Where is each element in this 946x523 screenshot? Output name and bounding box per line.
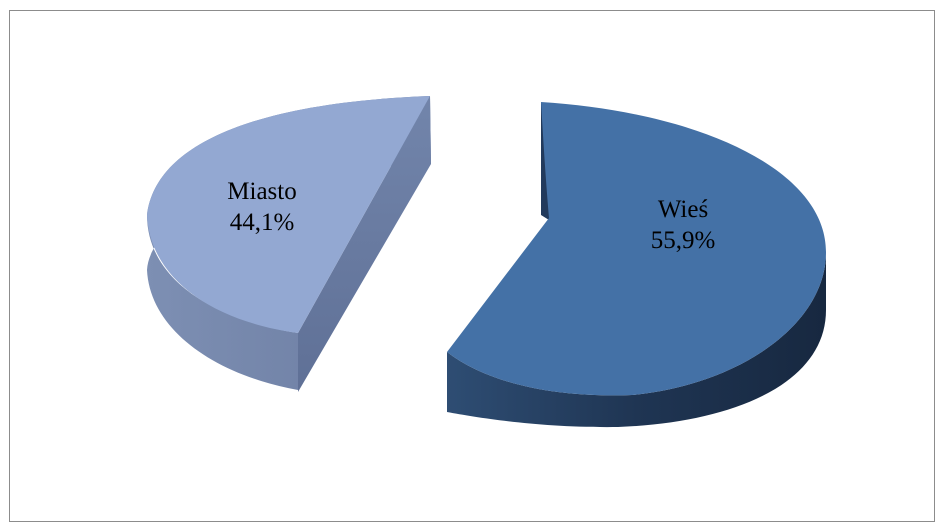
pie-slice-miasto: [147, 96, 431, 392]
pie-slice-miasto-cut: [298, 96, 431, 392]
data-label-wies-value: 55,9%: [651, 227, 716, 254]
pie-slice-wies-top: [447, 102, 826, 396]
data-label-miasto-name: Miasto: [227, 178, 296, 205]
pie-slice-wies: [447, 102, 826, 428]
pie-slice-wies-side: [447, 252, 826, 428]
data-label-miasto-value: 44,1%: [230, 209, 295, 236]
data-label-wies-name: Wieś: [658, 196, 708, 223]
pie-slice-miasto-top: [147, 96, 430, 333]
